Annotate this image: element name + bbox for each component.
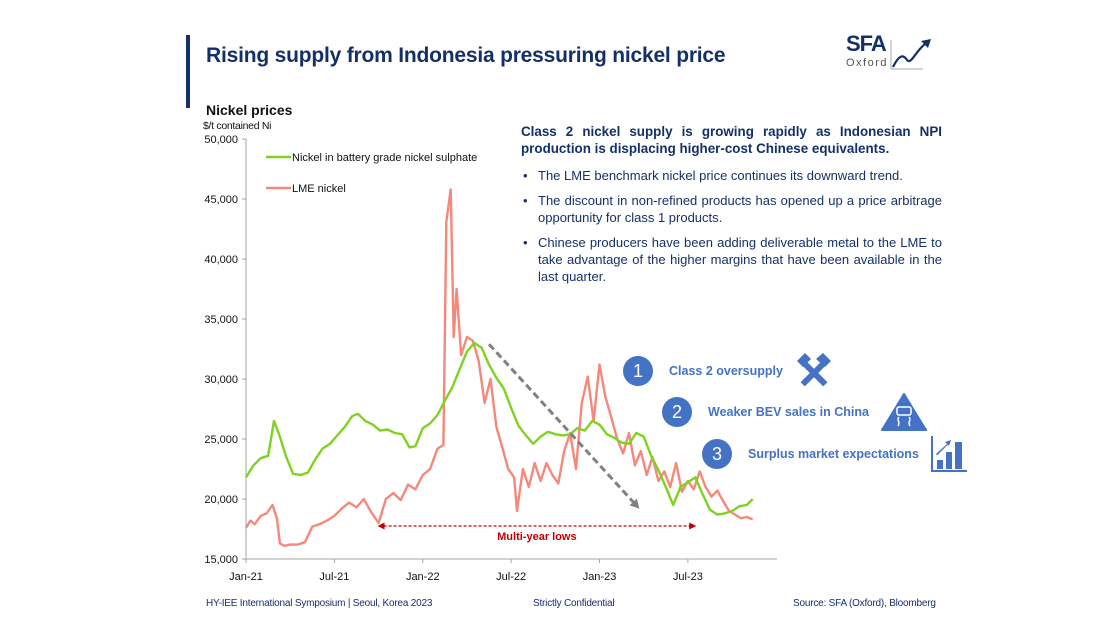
factor-number: 1	[623, 356, 653, 386]
bullet-text: The discount in non-refined products has…	[538, 193, 942, 225]
bullet-text: Chinese producers have been adding deliv…	[538, 235, 942, 284]
x-tick-label: Jan-22	[406, 571, 440, 583]
rising-arrow-icon	[892, 43, 926, 68]
y-tick-label: 15,000	[204, 554, 238, 566]
x-tick-label: Jan-23	[583, 571, 617, 583]
x-tick-label: Jan-21	[229, 571, 263, 583]
y-tick-label: 30,000	[204, 374, 238, 386]
footer-source: Source: SFA (Oxford), Bloomberg	[793, 598, 936, 609]
y-tick-label: 45,000	[204, 194, 238, 206]
series-line-battery-grade-sulphate	[244, 341, 754, 516]
hammers-icon	[796, 353, 831, 387]
y-tick-label: 35,000	[204, 314, 238, 326]
slippery-road-warning-icon	[880, 393, 927, 431]
commentary-headline: Class 2 nickel supply is growing rapidly…	[521, 124, 942, 156]
arrowhead-right	[689, 522, 697, 530]
bullet-text: The LME benchmark nickel price continues…	[538, 168, 903, 183]
commentary-panel: Class 2 nickel supply is growing rapidly…	[521, 123, 942, 293]
y-tick-label: 20,000	[204, 494, 238, 506]
factor-number: 3	[702, 439, 732, 469]
page-title: Rising supply from Indonesia pressuring …	[206, 44, 726, 67]
title-accent-bar	[186, 35, 190, 108]
factor-label: Weaker BEV sales in China	[708, 405, 869, 419]
factor-1: 1 Class 2 oversupply	[623, 353, 833, 389]
x-tick-label: Jul-23	[673, 571, 703, 583]
series-line-lme-nickel	[244, 188, 754, 547]
x-tick-label: Jul-21	[319, 571, 349, 583]
y-tick-label: 40,000	[204, 254, 238, 266]
legend-label: LME nickel	[292, 183, 346, 195]
bullet-dot: •	[523, 235, 528, 250]
arrowhead-left	[377, 522, 385, 530]
factor-label: Class 2 oversupply	[669, 364, 783, 378]
x-tick-label: Jul-22	[496, 571, 526, 583]
factor-3: 3 Surplus market expectations	[702, 436, 967, 472]
downtrend-arrowhead	[629, 498, 640, 509]
multi-year-lows-label: Multi-year lows	[497, 531, 576, 543]
y-tick-label: 50,000	[204, 134, 238, 146]
legend-label: Nickel in battery grade nickel sulphate	[292, 152, 477, 164]
bullet-dot: •	[523, 193, 528, 208]
chart-title: Nickel prices	[206, 102, 293, 118]
factor-label: Surplus market expectations	[748, 447, 919, 461]
bar-chart-growth-icon	[930, 436, 967, 472]
sfa-oxford-logo: SFA Oxford	[845, 30, 945, 72]
commentary-bullets: • The LME benchmark nickel price continue…	[521, 167, 942, 285]
factor-number: 2	[662, 397, 692, 427]
bullet-item: • The discount in non-refined products ha…	[521, 192, 942, 226]
logo-text-main: SFA	[846, 31, 887, 56]
bullet-item: • Chinese producers have been adding deli…	[521, 234, 942, 285]
y-tick-label: 25,000	[204, 434, 238, 446]
logo-text-sub: Oxford	[846, 57, 888, 69]
chart-unit: $/t contained Ni	[203, 120, 272, 132]
footer-confidential: Strictly Confidential	[533, 598, 615, 609]
downtrend-arrow	[487, 343, 635, 503]
factor-2: 2 Weaker BEV sales in China	[662, 393, 927, 431]
bullet-item: • The LME benchmark nickel price continue…	[521, 167, 942, 184]
footer-event: HY-IEE International Symposium | Seoul, …	[206, 598, 433, 609]
bullet-dot: •	[523, 168, 528, 183]
